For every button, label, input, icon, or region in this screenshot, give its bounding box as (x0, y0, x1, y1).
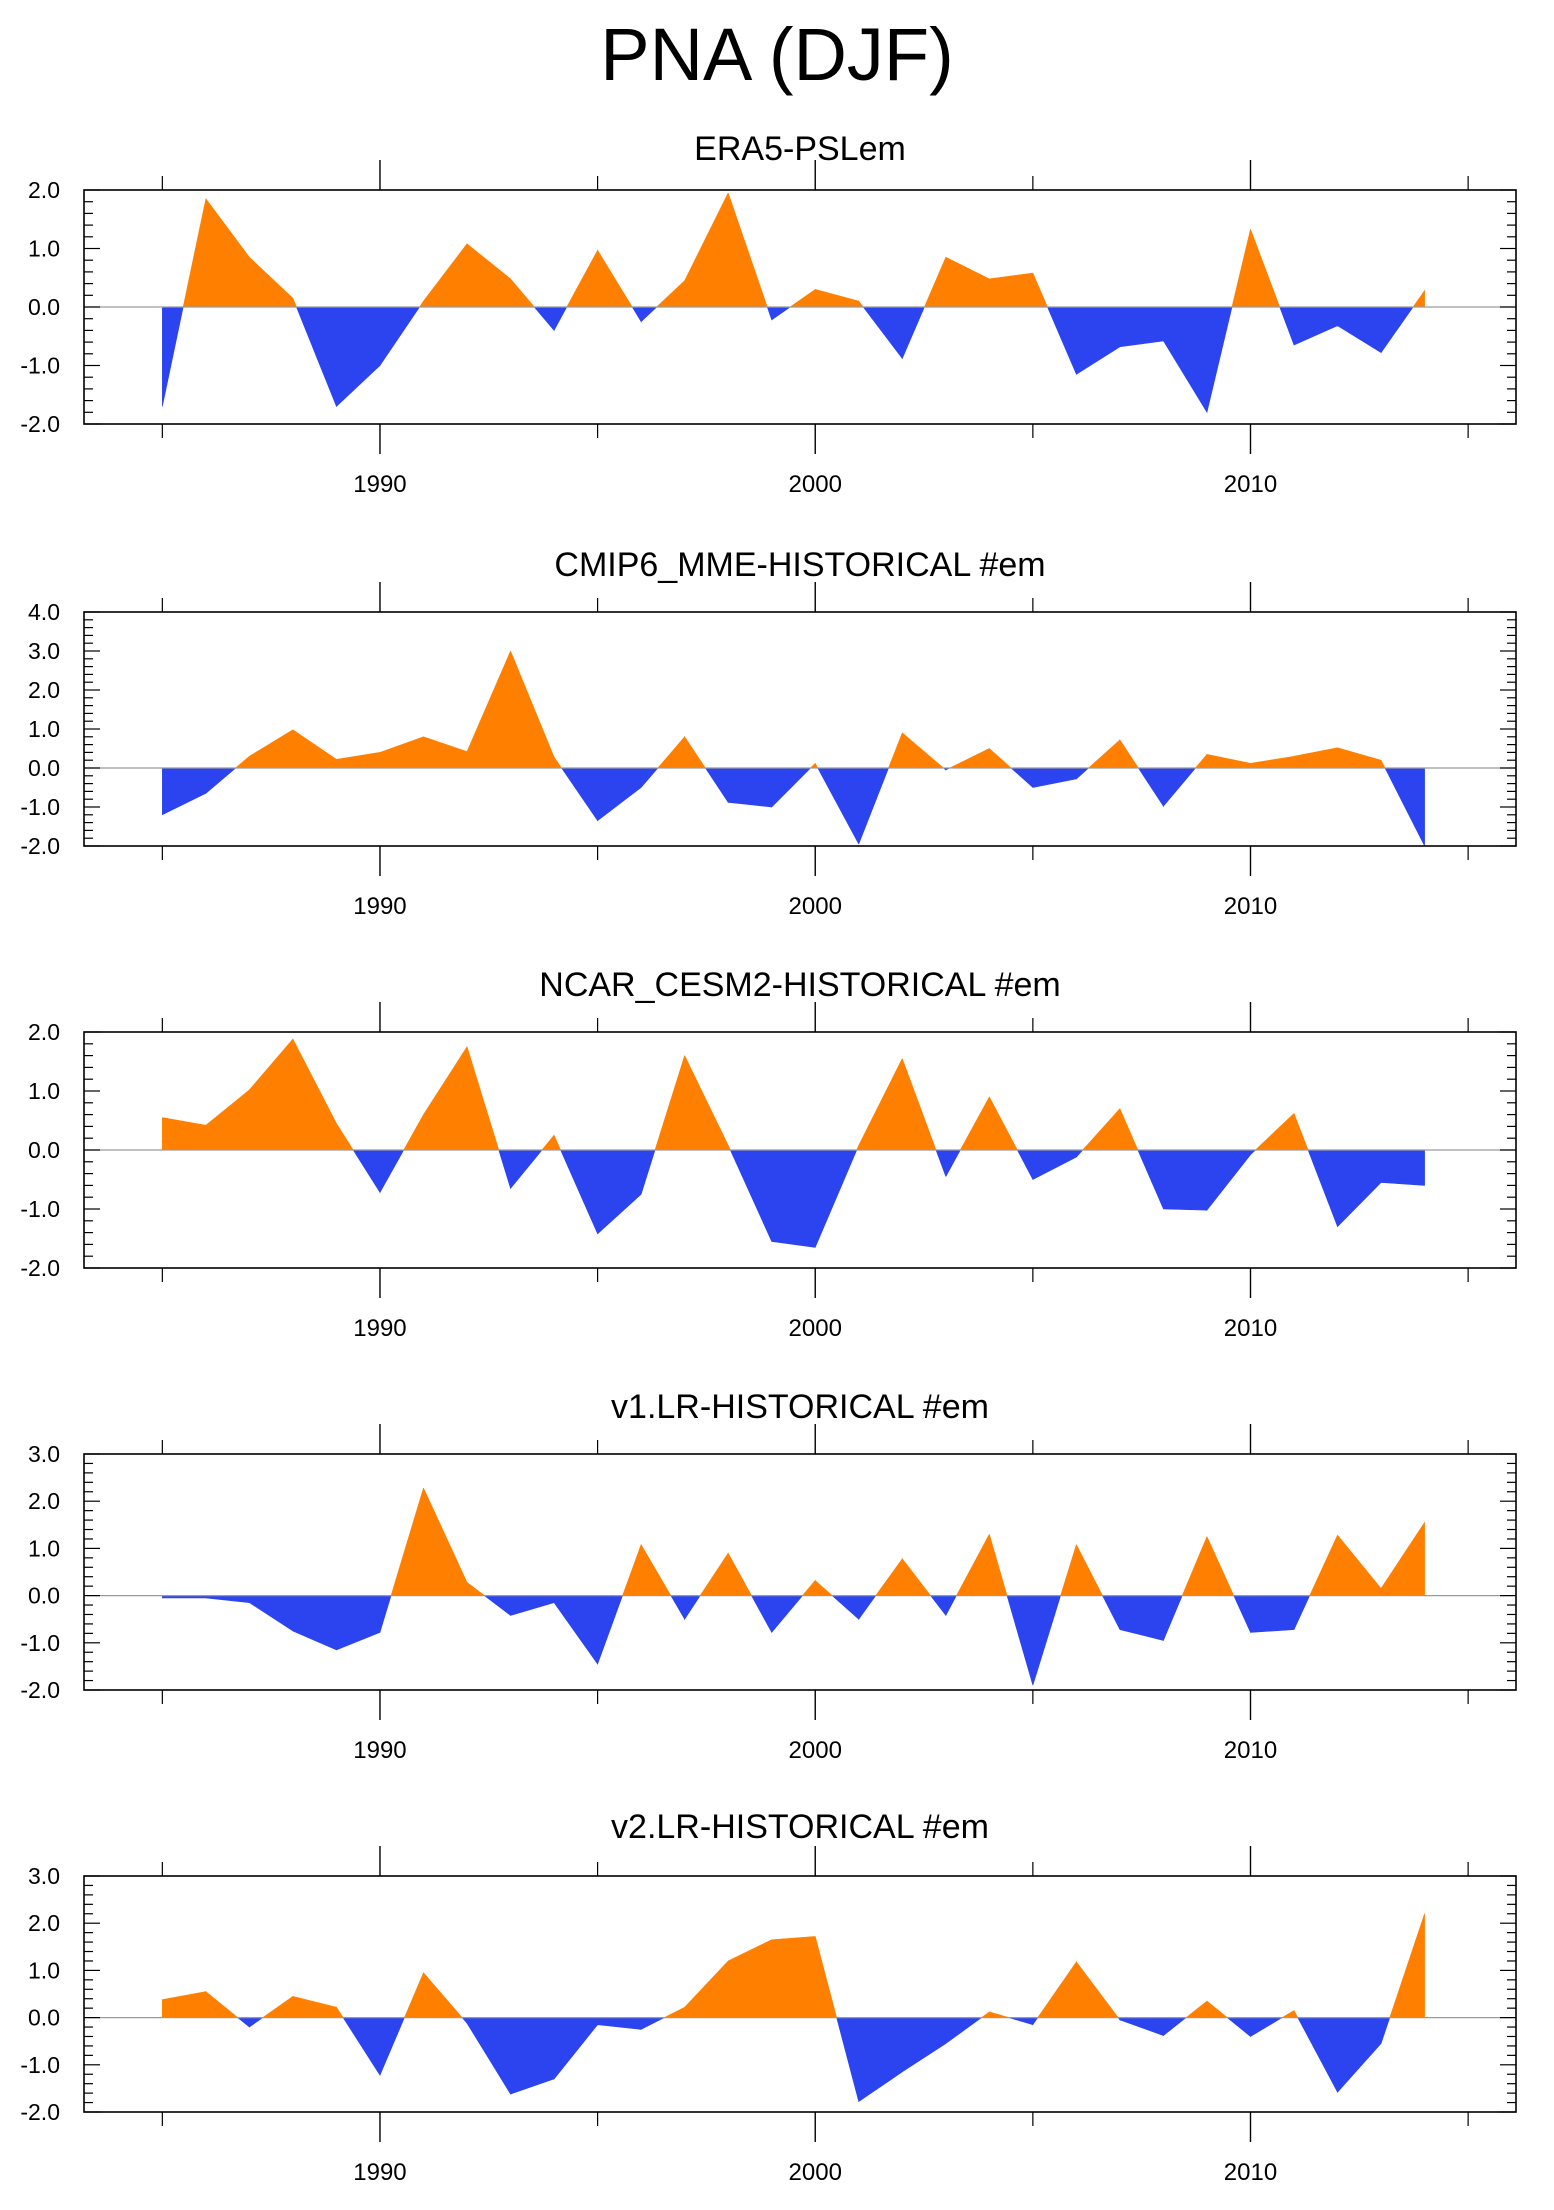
x-tick-label: 2010 (1224, 1737, 1277, 1764)
x-tick-label: 1990 (353, 2159, 406, 2186)
x-tick-label: 2010 (1224, 1315, 1277, 1342)
x-tick-label: 2000 (789, 2159, 842, 2186)
panel-3: NCAR_CESM2-HISTORICAL #em -2.0 -1.0 0.0 1.0 2… (20, 966, 1517, 1342)
x-tick-label: 2010 (1224, 471, 1277, 498)
y-tick-label: 0.0 (28, 1583, 60, 1609)
y-tick-label: -2.0 (20, 833, 60, 859)
y-tick-label: 2.0 (28, 677, 60, 703)
y-tick-label: 1.0 (28, 1957, 60, 1983)
y-tick-label: 4.0 (28, 599, 60, 625)
y-tick-label: 1.0 (28, 716, 60, 742)
x-tick-label: 1990 (353, 1315, 406, 1342)
panel-title: CMIP6_MME-HISTORICAL #em (554, 546, 1045, 584)
panel-title: v2.LR-HISTORICAL #em (611, 1808, 989, 1846)
y-tick-label: 0.0 (28, 2005, 60, 2031)
y-tick-label: 1.0 (28, 1078, 60, 1104)
panel-2: CMIP6_MME-HISTORICAL #em -2.0 -1.0 0.0 1.0 2.… (20, 546, 1517, 920)
positive-area (234, 650, 1386, 769)
negative-area (162, 1595, 1311, 1686)
positive-area (162, 1038, 1309, 1151)
negative-area (162, 767, 1425, 847)
x-tick-label: 1990 (353, 1737, 406, 1764)
y-tick-label: 3.0 (28, 1441, 60, 1467)
panel-title: NCAR_CESM2-HISTORICAL #em (539, 966, 1060, 1004)
y-tick-label: 2.0 (28, 1488, 60, 1514)
plot-frame (83, 1453, 1517, 1691)
panel-1: ERA5-PSLem -2.0 -1.0 0.0 1.0 2.0 1990 2000 2010 (20, 130, 1517, 498)
panel-4: v1.LR-HISTORICAL #em -2.0 -1.0 0.0 1.0 2.0 3.0… (20, 1388, 1517, 1764)
plot-frame (83, 1875, 1517, 2113)
y-tick-label: 0.0 (28, 1137, 60, 1163)
y-tick-label: -1.0 (20, 1630, 60, 1656)
y-tick-label: 2.0 (28, 1019, 60, 1045)
y-tick-label: -1.0 (20, 2052, 60, 2078)
y-tick-label: -1.0 (20, 353, 60, 379)
x-tick-label: 2000 (789, 471, 842, 498)
x-tick-label: 2000 (789, 1737, 842, 1764)
y-tick-label: -1.0 (20, 1196, 60, 1222)
x-tick-label: 1990 (353, 471, 406, 498)
y-tick-label: 2.0 (28, 1910, 60, 1936)
panel-5: v2.LR-HISTORICAL #em -2.0 -1.0 0.0 1.0 2.0 3.0… (20, 1808, 1517, 2186)
x-tick-label: 1990 (353, 893, 406, 920)
positive-area (390, 1487, 1425, 1596)
y-tick-label: -2.0 (20, 2099, 60, 2125)
plot-frame (83, 611, 1517, 847)
negative-area (162, 306, 1414, 414)
panel-title: v1.LR-HISTORICAL #em (611, 1388, 989, 1426)
y-tick-label: -1.0 (20, 794, 60, 820)
panel-title: ERA5-PSLem (694, 130, 906, 168)
y-tick-label: -2.0 (20, 1677, 60, 1703)
positive-area (182, 192, 1425, 308)
x-tick-label: 2000 (789, 893, 842, 920)
negative-area (352, 1149, 1425, 1248)
y-tick-label: 1.0 (28, 236, 60, 262)
y-tick-label: 0.0 (28, 755, 60, 781)
y-tick-label: 3.0 (28, 638, 60, 664)
y-tick-label: -2.0 (20, 1255, 60, 1281)
negative-area (236, 2017, 1391, 2103)
x-tick-label: 2010 (1224, 2159, 1277, 2186)
y-tick-label: 2.0 (28, 177, 60, 203)
x-tick-label: 2000 (789, 1315, 842, 1342)
y-tick-label: 0.0 (28, 294, 60, 320)
x-tick-label: 2010 (1224, 893, 1277, 920)
y-tick-label: 3.0 (28, 1863, 60, 1889)
positive-area (162, 1913, 1425, 2018)
figure-title: PNA (DJF) (600, 13, 954, 96)
y-tick-label: 1.0 (28, 1535, 60, 1561)
y-tick-label: -2.0 (20, 411, 60, 437)
